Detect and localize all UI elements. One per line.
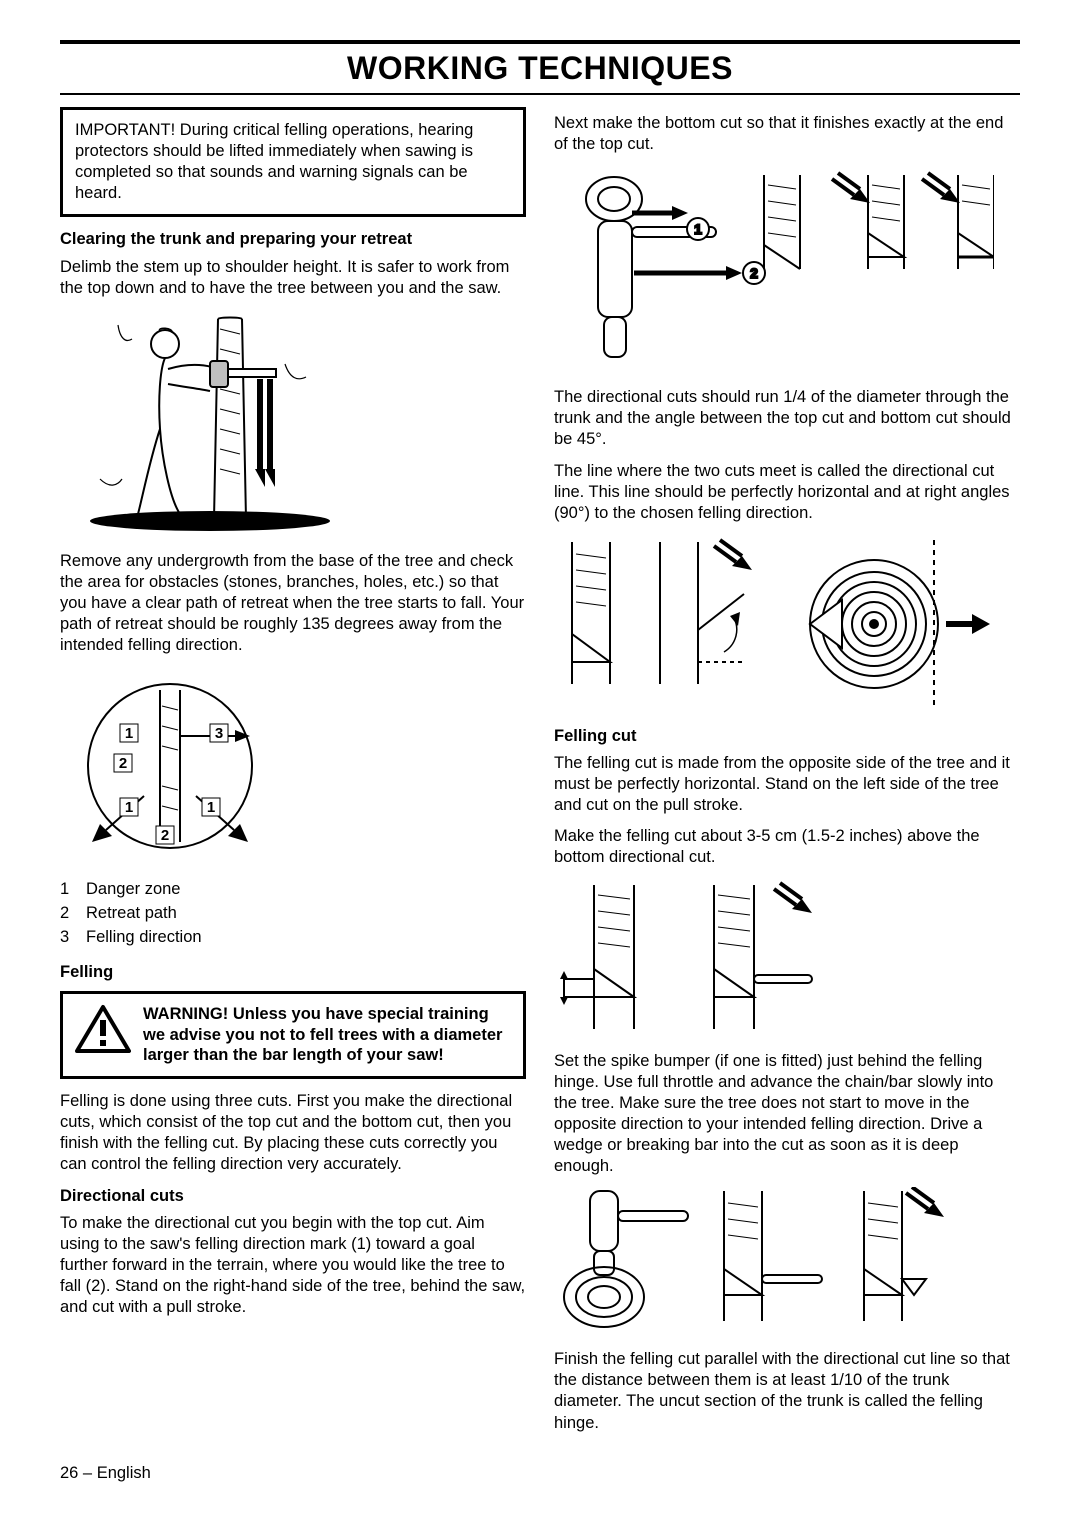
para-felling-intro: Felling is done using three cuts. First …	[60, 1091, 526, 1175]
rule-under-title	[60, 93, 1020, 95]
heading-directional-cuts: Directional cuts	[60, 1186, 526, 1207]
figure-90deg	[554, 534, 994, 714]
warning-triangle-icon	[75, 1004, 131, 1054]
figure-delimb	[60, 309, 340, 539]
para-fc1: The felling cut is made from the opposit…	[554, 753, 1020, 816]
retreat-label-2b: 2	[161, 827, 169, 844]
para-directional-cuts: To make the directional cut you begin wi…	[60, 1213, 526, 1319]
figure-fellingcut-saw	[554, 1187, 974, 1337]
saw-label-1: 1	[694, 221, 702, 237]
page-footer: 26 – English	[60, 1464, 1020, 1483]
legend-item: 1Danger zone	[60, 878, 526, 902]
para-fc2: Make the felling cut about 3-5 cm (1.5-2…	[554, 826, 1020, 868]
important-box: IMPORTANT! During critical felling opera…	[60, 107, 526, 217]
retreat-label-2a: 2	[119, 755, 127, 772]
para-cutline: The line where the two cuts meet is call…	[554, 461, 1020, 524]
retreat-label-1c: 1	[207, 799, 215, 816]
para-fc4: Finish the felling cut parallel with the…	[554, 1349, 1020, 1433]
important-text: IMPORTANT! During critical felling opera…	[75, 120, 511, 204]
columns: IMPORTANT! During critical felling opera…	[60, 107, 1020, 1444]
warning-box: WARNING! Unless you have special trainin…	[60, 991, 526, 1079]
para-delimb: Delimb the stem up to shoulder height. I…	[60, 257, 526, 299]
retreat-legend: 1Danger zone 2Retreat path 3Felling dire…	[60, 878, 526, 950]
legend-item: 3Felling direction	[60, 926, 526, 950]
figure-retreat-diagram: 1 3 2 1 1 2	[60, 666, 280, 866]
heading-clearing: Clearing the trunk and preparing your re…	[60, 229, 526, 250]
legend-item: 2Retreat path	[60, 902, 526, 926]
heading-felling-cut: Felling cut	[554, 726, 1020, 747]
figure-fellingcut-height	[554, 879, 854, 1039]
page-title: WORKING TECHNIQUES	[60, 50, 1020, 87]
rule-top	[60, 40, 1020, 44]
heading-felling: Felling	[60, 962, 526, 983]
warning-text: WARNING! Unless you have special trainin…	[143, 1004, 511, 1066]
column-left: IMPORTANT! During critical felling opera…	[60, 107, 526, 1444]
saw-label-2: 2	[750, 265, 758, 281]
para-bottom-cut: Next make the bottom cut so that it fini…	[554, 113, 1020, 155]
column-right: Next make the bottom cut so that it fini…	[554, 107, 1020, 1444]
para-fc3: Set the spike bumper (if one is fitted) …	[554, 1051, 1020, 1178]
retreat-label-1a: 1	[125, 725, 133, 742]
retreat-label-3: 3	[215, 725, 223, 742]
para-undergrowth: Remove any undergrowth from the base of …	[60, 551, 526, 657]
para-quarter: The directional cuts should run 1/4 of t…	[554, 387, 1020, 450]
figure-topcut-saw: 1 2	[554, 165, 994, 375]
page: WORKING TECHNIQUES IMPORTANT! During cri…	[0, 0, 1080, 1513]
retreat-label-1b: 1	[125, 799, 133, 816]
